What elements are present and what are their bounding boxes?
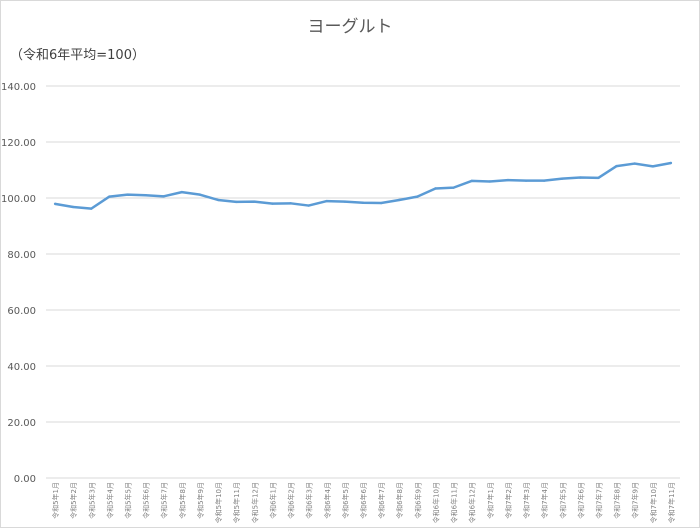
data-point: [144, 194, 147, 197]
data-point: [561, 177, 564, 180]
x-tick-label: 令和7年5月: [558, 482, 567, 519]
x-tick-label: 令和6年6月: [359, 482, 368, 519]
data-point: [506, 178, 510, 182]
data-point: [524, 179, 528, 182]
data-point: [71, 205, 75, 209]
x-tick-label: 令和7年9月: [631, 482, 640, 519]
data-point: [108, 195, 111, 198]
x-tick-label: 令和6年8月: [395, 482, 404, 519]
data-point: [398, 198, 401, 202]
data-point: [307, 204, 310, 207]
x-tick-label: 令和5年2月: [69, 482, 78, 519]
data-point: [597, 176, 600, 180]
data-point: [271, 202, 274, 205]
y-tick-label: 20.00: [7, 418, 36, 429]
data-point: [235, 200, 238, 204]
x-tick-label: 令和6年2月: [287, 482, 296, 519]
data-point: [126, 193, 129, 196]
x-tick-label: 令和5年8月: [178, 482, 187, 519]
x-tick-label: 令和6年10月: [431, 482, 440, 523]
chart-title: ヨーグルト: [307, 17, 393, 37]
data-point: [651, 165, 655, 168]
x-tick-label: 令和5年7月: [160, 482, 169, 519]
x-tick-label: 令和6年4月: [323, 482, 332, 519]
y-tick-label: 100.00: [1, 194, 36, 205]
unit-label: （令和6年平均=100）: [10, 48, 145, 63]
x-tick-label: 令和5年10月: [214, 482, 223, 523]
x-tick-label: 令和7年10月: [649, 482, 658, 523]
data-point: [53, 202, 57, 206]
data-point: [198, 193, 202, 196]
data-point: [180, 190, 184, 194]
x-tick-label: 令和5年5月: [124, 482, 133, 519]
x-tick-label: 令和5年3月: [87, 482, 96, 519]
data-point: [542, 179, 546, 182]
x-tick-label: 令和5年9月: [196, 482, 205, 519]
data-point: [325, 199, 328, 203]
x-tick-label: 令和5年11月: [232, 482, 241, 523]
data-point: [669, 161, 673, 165]
x-tick-label: 令和6年3月: [305, 482, 314, 519]
x-tick-label: 令和6年9月: [413, 482, 422, 519]
x-tick-label: 令和7年6月: [576, 482, 585, 519]
x-tick-label: 令和6年5月: [341, 482, 350, 519]
x-tick-label: 令和7年11月: [667, 482, 676, 523]
data-point: [633, 162, 636, 165]
x-tick-label: 令和7年4月: [540, 482, 549, 519]
data-point: [253, 200, 256, 203]
x-tick-label: 令和5年12月: [250, 482, 259, 523]
data-point: [289, 202, 292, 205]
x-tick-label: 令和7年3月: [522, 482, 531, 519]
data-point: [470, 179, 473, 183]
y-tick-label: 80.00: [7, 250, 36, 261]
data-point: [452, 186, 455, 189]
data-point: [90, 207, 93, 210]
y-tick-label: 120.00: [1, 138, 36, 149]
x-tick-label: 令和7年7月: [594, 482, 603, 519]
y-tick-label: 0.00: [14, 474, 36, 485]
x-tick-label: 令和6年1月: [268, 482, 277, 519]
data-point: [216, 198, 220, 202]
x-tick-label: 令和5年6月: [142, 482, 151, 519]
data-point: [361, 201, 365, 204]
y-tick-label: 40.00: [7, 362, 36, 373]
x-tick-label: 令和6年11月: [450, 482, 459, 523]
y-tick-label: 140.00: [1, 82, 36, 93]
data-point: [343, 200, 347, 203]
x-tick-label: 令和6年7月: [377, 482, 386, 519]
data-point: [416, 195, 419, 198]
x-tick-label: 令和7年2月: [504, 482, 513, 519]
data-point: [488, 180, 491, 183]
data-point: [162, 195, 165, 198]
x-tick-label: 令和7年8月: [613, 482, 622, 519]
data-point: [434, 187, 437, 190]
x-tick-label: 令和6年12月: [468, 482, 477, 523]
y-tick-label: 60.00: [7, 306, 36, 317]
x-tick-label: 令和5年4月: [105, 482, 114, 519]
data-point: [579, 176, 582, 179]
data-point: [379, 201, 383, 205]
x-tick-label: 令和7年1月: [486, 482, 495, 519]
x-tick-label: 令和5年1月: [51, 482, 60, 519]
data-point: [615, 164, 618, 168]
